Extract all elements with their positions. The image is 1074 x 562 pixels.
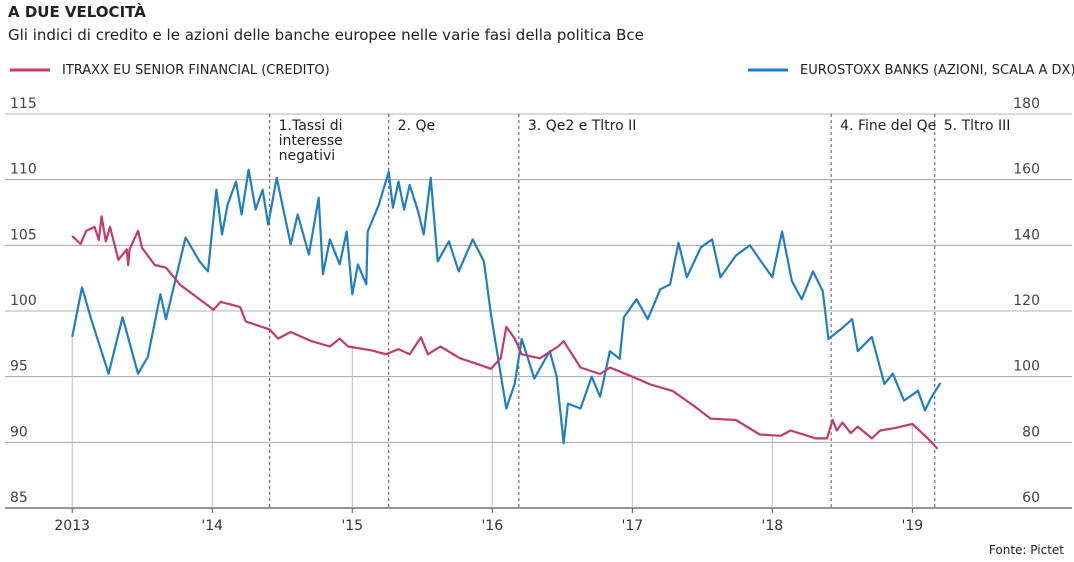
- chart-title: A DUE VELOCITÀ: [8, 2, 146, 21]
- event-label: 5. Tltro III: [944, 118, 1011, 134]
- x-tick-label: '19: [902, 518, 924, 534]
- chart-subtitle: Gli indici di credito e le azioni delle …: [8, 26, 644, 44]
- x-tick-label: '16: [481, 518, 503, 534]
- y2-tick-label: 60: [1022, 490, 1040, 506]
- x-tick-label: '15: [341, 518, 363, 534]
- event-label: 4. Fine del Qe: [840, 118, 936, 134]
- event-label: interesse: [279, 133, 343, 149]
- y2-tick-label: 120: [1013, 293, 1040, 309]
- y2-tick-label: 140: [1013, 227, 1040, 243]
- event-label: 1.Tassi di: [279, 118, 343, 134]
- x-tick-label: '18: [762, 518, 784, 534]
- x-tick-label: 2013: [54, 518, 90, 534]
- y-tick-label: 105: [10, 227, 37, 243]
- source: Fonte: Pictet: [989, 543, 1064, 557]
- y-tick-label: 95: [10, 359, 28, 375]
- x-tick-label: '14: [201, 518, 223, 534]
- event-label: 3. Qe2 e Tltro II: [528, 118, 637, 134]
- y-tick-label: 115: [10, 96, 37, 112]
- y-tick-label: 85: [10, 490, 28, 506]
- event-label: negativi: [279, 148, 336, 164]
- y2-tick-label: 80: [1022, 424, 1040, 440]
- x-tick-label: '17: [621, 518, 643, 534]
- y2-tick-label: 160: [1013, 162, 1040, 178]
- series-line: [71, 215, 939, 450]
- series-line: [71, 168, 942, 445]
- y-tick-label: 100: [10, 293, 37, 309]
- y2-tick-label: 100: [1013, 359, 1040, 375]
- legend-label: ITRAXX EU SENIOR FINANCIAL (CREDITO): [62, 63, 330, 78]
- y2-tick-label: 180: [1013, 96, 1040, 112]
- event-label: 2. Qe: [398, 118, 435, 134]
- y-tick-label: 110: [10, 162, 37, 178]
- legend-label: EUROSTOXX BANKS (AZIONI, SCALA A DX): [800, 63, 1074, 78]
- y-tick-label: 90: [10, 424, 28, 440]
